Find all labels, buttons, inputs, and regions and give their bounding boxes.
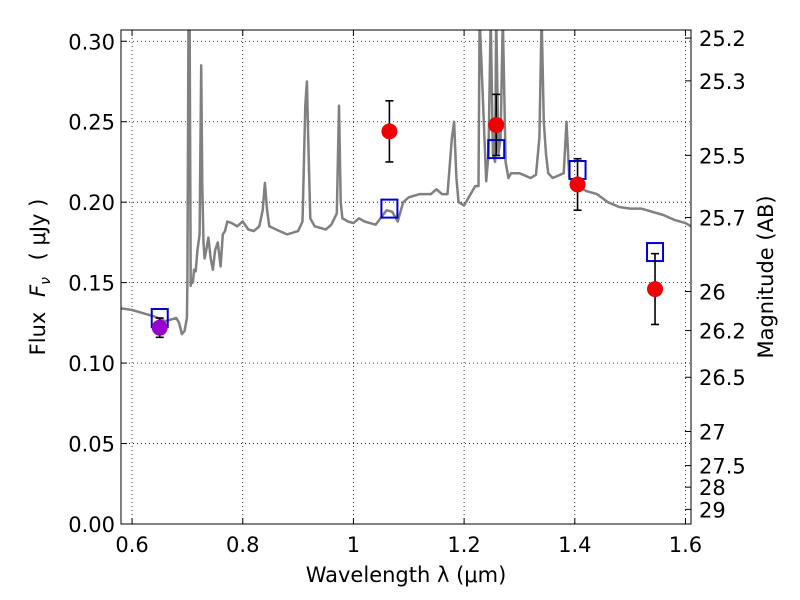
y2-tick-label: 26.2 [699, 320, 746, 344]
y-axis-label-subscript: ν [38, 277, 54, 285]
observed-photometry-point [647, 281, 664, 298]
plot-frame [120, 29, 692, 525]
y2-tick-label: 25.5 [699, 144, 746, 168]
y-tick-label: 0.20 [68, 191, 115, 215]
x-tick-label: 0.6 [115, 533, 148, 557]
spectrum-line [121, 30, 691, 336]
observed-photometry-point [488, 116, 505, 133]
x-tick-label: 1.6 [669, 533, 702, 557]
y2-tick-label: 26.5 [699, 366, 746, 390]
model-photometry-square [380, 198, 399, 219]
y2-tick-label: 29 [699, 498, 726, 522]
y-tick-label: 0.15 [68, 272, 115, 296]
y2-tick-label: 26 [699, 280, 726, 304]
y-tick-label: 0.30 [68, 30, 115, 54]
y2-tick-label: 27 [699, 420, 726, 444]
y2-tick-label: 25.2 [699, 27, 746, 51]
markers [150, 93, 665, 339]
plot-content [121, 30, 691, 336]
x-tick-label: 1.4 [558, 533, 591, 557]
axes: 0.6 0.8 1 1.2 1.4 1.6 0.00 0.05 0.10 0.15 0.20 0.25… [68, 27, 746, 557]
y2-tick-label: 28 [699, 476, 726, 500]
x-tick-label: 0.8 [226, 533, 259, 557]
y-axis-label-unit: ( μJy ) [26, 199, 50, 261]
y-tick-label: 0.00 [68, 513, 115, 537]
y-tick-label: 0.25 [68, 111, 115, 135]
y2-axis-label: Magnitude (AB) [754, 195, 778, 358]
y2-tick-label: 25.3 [699, 70, 746, 94]
x-axis-label: Wavelength λ (μm) [306, 563, 507, 587]
y-tick-label: 0.10 [68, 352, 115, 376]
y2-tick-label: 27.5 [699, 455, 746, 479]
observed-photometry-point [569, 176, 586, 193]
y2-tick-label: 25.7 [699, 206, 746, 230]
y-tick-label: 0.05 [68, 433, 115, 457]
observed-photometry-point [381, 123, 398, 140]
observed-photometry-point [151, 319, 168, 336]
x-tick-label: 1.2 [447, 533, 480, 557]
y-axis-label-prefix: Flux [26, 312, 50, 356]
y-axis-label-symbol: F [26, 284, 50, 297]
x-tick-label: 1 [347, 533, 360, 557]
y-axis-label: Flux Fν ( μJy ) [26, 199, 55, 356]
